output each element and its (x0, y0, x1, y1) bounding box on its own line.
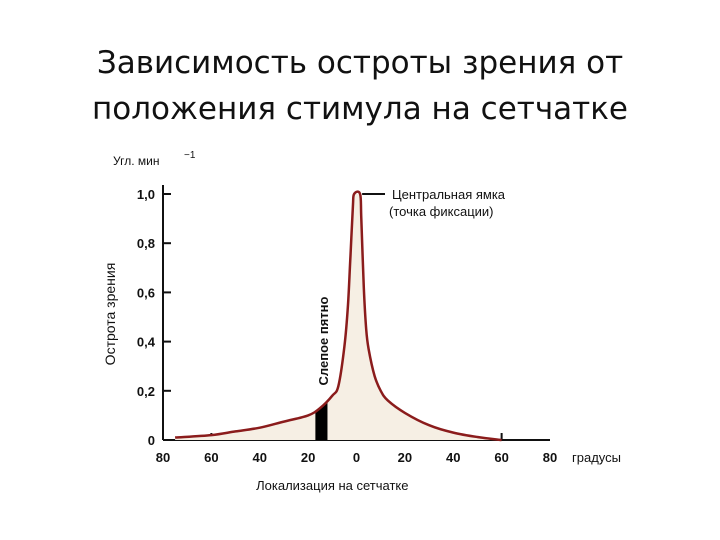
fovea-label-line2: (точка фиксации) (389, 204, 494, 219)
y-tick-label: 0,4 (137, 335, 156, 350)
x-tick-label: 40 (253, 450, 267, 465)
y-axis-label: Острота зрения (102, 263, 118, 366)
x-tick-label: 60 (494, 450, 508, 465)
x-axis-label: Локализация на сетчатке (256, 478, 408, 493)
x-unit-label: градусы (572, 450, 621, 465)
title-line-2: положения стимула на сетчатке (91, 91, 629, 127)
x-tick-label: 0 (353, 450, 360, 465)
x-tick-label: 80 (156, 450, 170, 465)
x-tick-label: 20 (398, 450, 412, 465)
y-tick-label: 0,2 (137, 384, 155, 399)
x-tick-label: 80 (543, 450, 557, 465)
y-tick-label: 0,8 (137, 236, 155, 251)
slide-title: Зависимость остроты зрения от положения … (0, 40, 720, 132)
fovea-label-line1: Центральная ямка (392, 187, 506, 202)
y-unit-exponent: −1 (184, 150, 196, 161)
y-tick-label: 0,6 (137, 285, 155, 300)
y-tick-label: 0 (148, 433, 155, 448)
x-tick-label: 60 (204, 450, 218, 465)
blind-spot-label: Слепое пятно (316, 296, 331, 385)
x-tick-label: 40 (446, 450, 460, 465)
y-unit-label: Угл. мин (113, 154, 159, 168)
title-line-1: Зависимость остроты зрения от (96, 45, 624, 81)
curve-fill (175, 194, 502, 440)
x-tick-label: 20 (301, 450, 315, 465)
y-tick-label: 1,0 (137, 187, 155, 202)
labels: 0 0,2 0,4 0,6 0,8 1,0 80 60 40 20 0 20 40 60 80 градусы… (102, 150, 621, 493)
marks (174, 190, 502, 442)
